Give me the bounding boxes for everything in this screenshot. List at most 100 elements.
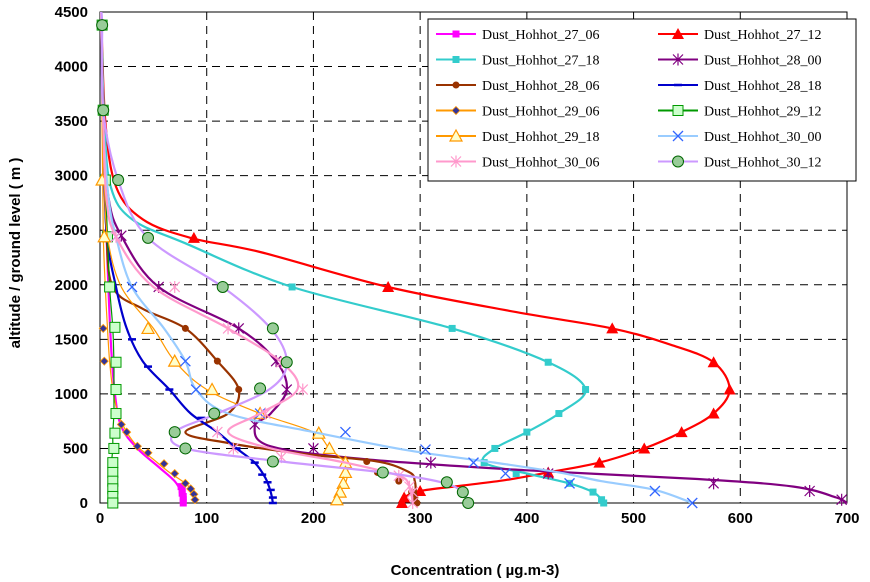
legend-entry: Dust_Hohhot_30_00 [658,130,821,145]
legend-entry: Dust_Hohhot_29_12 [658,105,821,120]
data-point [281,383,293,396]
legend-entry: Dust_Hohhot_28_06 [436,79,599,94]
legend-entry: Dust_Hohhot_29_06 [436,105,599,120]
data-point [110,408,122,420]
data-point [97,104,110,117]
data-point [169,280,181,293]
data-point [110,384,122,396]
legend-marker [672,105,684,116]
data-point [338,465,353,479]
x-tick-label: 400 [514,510,539,527]
data-point [396,497,409,508]
data-point [116,419,126,430]
data-point [686,497,698,509]
data-point [187,231,200,243]
data-point [96,19,109,32]
series-Dust_Hohhot_28_06 [100,11,421,507]
x-tick-label: 200 [301,510,326,527]
data-point [266,455,279,468]
data-point [98,323,108,333]
data-point [108,442,120,454]
legend-entry: Dust_Hohhot_27_18 [436,54,599,69]
series-Dust_Hohhot_29_12 [96,11,122,509]
data-point [213,357,221,365]
legend-entry: Dust_Hohhot_28_18 [658,79,821,94]
data-point [707,356,720,368]
legend-entry: Dust_Hohhot_27_06 [436,28,599,43]
data-point [167,353,182,367]
legend-label: Dust_Hohhot_29_18 [482,130,599,145]
data-point [107,497,119,509]
data-point [407,497,419,509]
legend-marker [672,53,684,66]
data-point [109,321,121,333]
legend-label: Dust_Hohhot_30_06 [482,156,599,171]
data-point [339,426,351,438]
data-point [141,321,156,335]
data-point [440,476,453,489]
legend-label: Dust_Hohhot_27_06 [482,28,599,43]
legend-marker [452,56,460,63]
data-point [190,384,202,395]
data-point [649,485,661,497]
data-point [414,484,427,496]
data-point [170,468,180,479]
data-point [638,442,651,454]
legend-entry: Dust_Hohhot_30_12 [658,155,821,171]
data-point [544,358,552,366]
data-point [448,324,456,332]
x-tick-label: 0 [96,510,104,527]
data-point [132,441,142,451]
data-point [407,486,419,499]
legend-marker [448,128,464,142]
x-tick-label: 100 [194,510,219,527]
data-point [363,458,371,466]
data-point [280,356,293,369]
legend-marker [672,28,684,39]
legend-entry: Dust_Hohhot_29_18 [436,128,599,145]
data-point [266,322,279,335]
data-point [804,484,816,497]
series-Dust_Hohhot_29_18 [95,11,353,506]
legend-marker [672,155,684,168]
y-tick-label: 500 [63,440,88,457]
data-point [216,280,229,293]
data-point [235,386,243,394]
legend-label: Dust_Hohhot_30_00 [704,130,821,145]
legend-label: Dust_Hohhot_29_06 [482,105,599,120]
data-point [589,488,597,496]
data-point [180,478,190,488]
data-point [181,324,189,332]
data-point [112,174,125,187]
data-point [109,427,121,439]
legend-marker [452,81,460,89]
legend-marker [672,130,684,142]
data-point [420,444,431,455]
data-point [159,459,169,469]
data-point [259,407,271,420]
data-point [142,231,155,244]
data-point [208,407,221,420]
series-line [100,11,196,504]
legend: Dust_Hohhot_27_06 Dust_Hohhot_27_12 Dust_H… [427,18,857,182]
data-point [190,495,200,505]
legend-label: Dust_Hohhot_27_12 [704,28,821,43]
series-line [100,11,414,504]
y-tick-label: 1500 [55,331,88,348]
data-point [143,448,153,458]
data-point [593,456,606,468]
data-point [382,280,395,292]
y-tick-label: 2500 [55,222,88,239]
series-Dust_Hohhot_27_12 [100,11,736,508]
legend-label: Dust_Hohhot_28_00 [704,54,821,69]
data-point [179,442,192,455]
data-point [254,382,267,395]
x-tick-label: 600 [728,510,753,527]
legend-box [427,18,857,182]
data-point [512,470,520,478]
data-point [555,410,563,418]
legend-label: Dust_Hohhot_29_12 [704,105,821,120]
data-point [600,499,608,507]
data-point [126,281,138,293]
legend-entry: Dust_Hohhot_27_12 [658,28,821,43]
